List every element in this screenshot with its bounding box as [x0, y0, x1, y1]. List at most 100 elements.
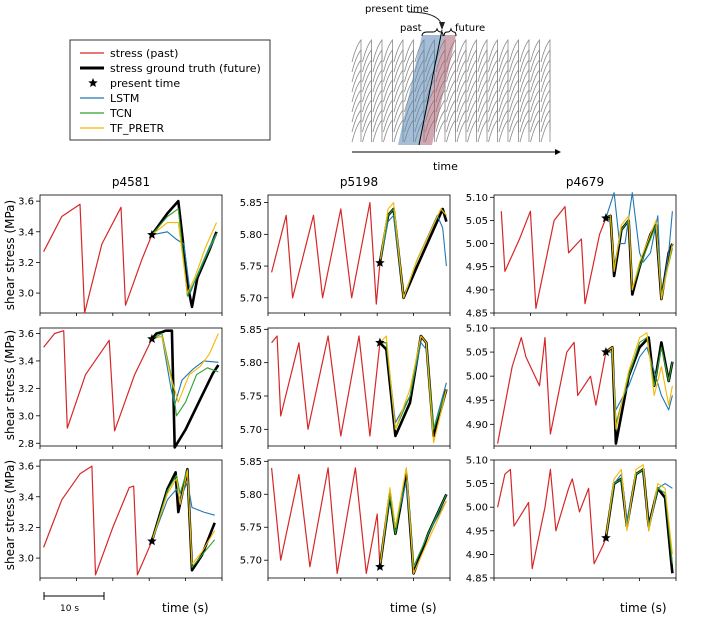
panel-r2-c1: 2.8 3.0 3.2 3.4 3.6 [18, 327, 223, 450]
series-tf-pretr [379, 335, 447, 444]
legend-label: LSTM [110, 92, 139, 105]
y-tick-label: 4.90 [466, 550, 488, 561]
y-tick-label: 5.75 [240, 262, 262, 273]
y-tick-label: 5.80 [240, 490, 262, 501]
y-tick-label: 4.90 [466, 285, 488, 296]
y-tick-label: 5.00 [466, 503, 488, 514]
y-tick-label: 5.85 [240, 198, 262, 209]
series-stress-past [497, 468, 607, 570]
panel-r3-c2: 5.70 5.75 5.80 5.85 [240, 457, 451, 581]
series-stress-past [271, 202, 381, 305]
y-tick-label: 2.8 [18, 439, 34, 450]
present-time-marker [147, 536, 157, 546]
panel-r3-c1: 3.0 3.2 3.4 3.6 [18, 459, 223, 581]
ylabel-row-2: shear stress (MPa) [3, 330, 17, 440]
column-title: p4679 [566, 175, 604, 189]
y-tick-label: 5.85 [240, 325, 262, 336]
series-stress-past [497, 337, 607, 444]
panel-r2-c3: 4.90 4.95 5.00 5.05 5.10 [466, 324, 677, 449]
present-time-marker [601, 347, 611, 357]
y-tick-label: 4.90 [466, 420, 488, 431]
series-stress-past [43, 203, 153, 314]
y-tick-label: 5.70 [240, 556, 262, 567]
present-time-marker [147, 333, 157, 344]
scale-bar-label: 10 s [60, 604, 79, 614]
y-tick-label: 5.00 [466, 372, 488, 383]
legend-item-tcn: TCN [80, 107, 132, 120]
series-tf-pretr [379, 467, 447, 574]
series-lstm [605, 346, 673, 411]
y-tick-label: 3.2 [18, 258, 34, 269]
y-tick-label: 3.2 [18, 523, 34, 534]
y-tick-label: 5.75 [240, 392, 262, 403]
y-tick-label: 3.2 [18, 384, 34, 395]
scale-bar: 10 s [43, 592, 105, 614]
series-stress-past [43, 330, 153, 432]
panel-r1-c3: 4.85 4.90 4.95 5.00 5.05 5.10 [466, 192, 677, 320]
series-tf-pretr [605, 332, 673, 430]
y-tick-label: 5.70 [240, 293, 262, 304]
ylabel-row-3: shear stress (MPa) [3, 460, 17, 570]
series-ground-truth [150, 199, 218, 309]
panel-r1-c1: 3.0 3.2 3.4 3.6 [18, 194, 223, 316]
xlabel-col-1: time (s) [162, 601, 209, 615]
panel-r2-c2: 5.70 5.75 5.80 5.85 [240, 325, 451, 449]
legend-label: TCN [109, 107, 132, 120]
schematic-time-label: time [433, 160, 458, 173]
y-tick-label: 5.80 [240, 358, 262, 369]
present-time-marker [375, 337, 385, 347]
y-tick-label: 3.6 [18, 329, 34, 340]
series-ground-truth [150, 329, 220, 449]
schematic-time-arrowhead [555, 149, 561, 155]
schematic-arrow-head [439, 22, 445, 30]
legend-item-past: stress (past) [80, 47, 178, 60]
series-tcn [151, 332, 219, 417]
xlabel-col-3: time (s) [620, 601, 667, 615]
series-tf-pretr [605, 215, 673, 300]
y-tick-label: 3.0 [18, 289, 34, 300]
legend-frame [69, 39, 271, 141]
legend-item-lstm: LSTM [80, 92, 139, 105]
y-tick-label: 3.0 [18, 554, 34, 565]
axes-frame [493, 459, 677, 579]
y-tick-label: 5.05 [466, 348, 488, 359]
legend-item-star: present time [88, 77, 180, 90]
y-tick-label: 3.6 [18, 197, 34, 208]
present-time-marker [375, 561, 385, 571]
series-lstm [151, 335, 219, 406]
column-title: p4581 [112, 175, 150, 189]
series-tf-pretr [379, 202, 447, 299]
legend-item-truth: stress ground truth (future) [80, 62, 261, 75]
series-lstm [605, 192, 673, 300]
schematic-past-brace [421, 27, 444, 37]
present-time-marker [601, 532, 611, 542]
y-tick-label: 5.10 [466, 456, 488, 467]
legend-label: present time [110, 77, 180, 90]
column-title: p5198 [340, 175, 378, 189]
axes-frame [493, 327, 677, 447]
schematic-past-label: past [400, 23, 422, 34]
schematic-future-brace [443, 27, 457, 37]
y-tick-label: 3.6 [18, 462, 34, 473]
series-stress-past [500, 206, 607, 309]
series-tcn [151, 208, 217, 297]
y-tick-label: 4.85 [466, 309, 488, 320]
schematic-future-label: future [455, 23, 485, 34]
y-tick-label: 5.80 [240, 230, 262, 241]
schematic-present-label: present time [365, 4, 429, 15]
legend-label: stress ground truth (future) [110, 62, 261, 75]
legend: stress (past) stress ground truth (future… [69, 39, 271, 141]
series-stress-past [271, 467, 381, 574]
series-stress-past [43, 465, 153, 576]
legend-label: stress (past) [110, 47, 178, 60]
ylabel-row-1: shear stress (MPa) [3, 200, 17, 310]
xlabel-col-2: time (s) [390, 601, 437, 615]
series-tcn [151, 468, 216, 568]
y-tick-label: 5.00 [466, 239, 488, 250]
present-time-marker [601, 213, 611, 223]
schematic-future-window [420, 35, 456, 145]
panel-r3-c3: 4.85 4.90 4.95 5.00 5.05 5.10 [466, 456, 677, 585]
y-tick-label: 5.10 [466, 193, 488, 204]
axes-frame [39, 459, 223, 579]
